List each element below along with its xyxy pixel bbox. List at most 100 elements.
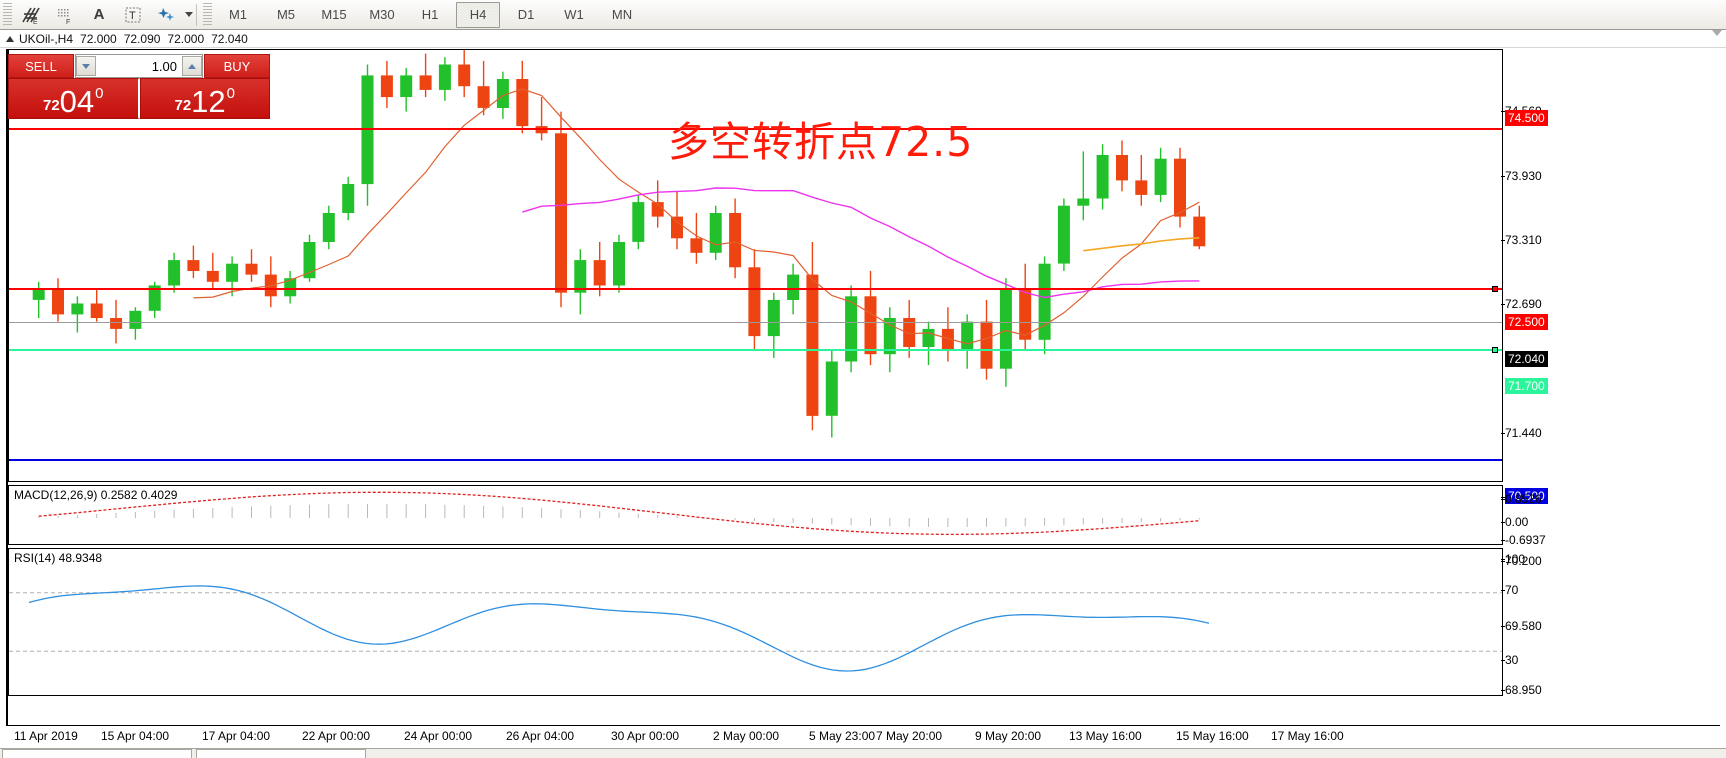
symbol-timeframe-label: UKOil-,H4	[19, 31, 74, 46]
time-label-10: 9 May 20:00	[975, 729, 1042, 743]
buy-price-main: 12	[191, 84, 226, 119]
ohlc-high: 72.090	[123, 31, 161, 46]
timeframe-mn[interactable]: MN	[611, 6, 633, 22]
grid-chart-icon[interactable]: F	[48, 2, 82, 28]
level-line-support-70-500[interactable]	[9, 459, 1502, 461]
time-label-6: 30 Apr 00:00	[611, 729, 680, 743]
sell-price-sup: 0	[95, 85, 104, 102]
ohlc-close: 72.040	[211, 31, 248, 46]
time-label-1: 15 Apr 04:00	[101, 729, 170, 743]
timeframe-h4[interactable]: H4	[456, 1, 500, 28]
level-line-resistance-72-500[interactable]	[9, 288, 1502, 290]
timeframe-m30[interactable]: M30	[369, 6, 395, 22]
timeframe-m5[interactable]: M5	[276, 6, 296, 22]
price-tag-70-500: 70.500	[1505, 488, 1548, 504]
price-tick-2: 73.310	[1501, 233, 1542, 247]
buy-price-prefix: 72	[174, 97, 192, 114]
time-label-8: 5 May 23:00	[809, 729, 876, 743]
sell-button[interactable]: SELL	[8, 54, 74, 78]
price-tag-72-040: 72.040	[1505, 351, 1548, 367]
main-toolbar: E F A T M1 M5 M15 M30 H1 H4 D1 W1	[0, 0, 1726, 30]
rsi-label: RSI(14) 48.9348	[14, 551, 103, 565]
time-label-4: 24 Apr 00:00	[404, 729, 473, 743]
chevron-down-icon	[82, 63, 90, 69]
time-scale[interactable]: 11 Apr 2019 15 Apr 04:00 17 Apr 04:00 22 Ap…	[6, 725, 1720, 749]
volume-input[interactable]: 1.00	[151, 58, 177, 74]
buy-price-sup: 0	[226, 85, 235, 102]
chart-frame: MACD(12,26,9) 0.2582 0.4029 RSI(14) 48.9…	[6, 49, 1720, 725]
time-label-13: 17 May 16:00	[1271, 729, 1344, 743]
time-label-5: 26 Apr 04:00	[506, 729, 575, 743]
buy-price-display[interactable]: 72 12 0	[139, 78, 270, 119]
sell-price-main: 04	[59, 84, 95, 119]
rsi-tick-2: 30	[1500, 653, 1519, 667]
price-tag-71-700: 71.700	[1505, 378, 1548, 394]
rsi-pane[interactable]: RSI(14) 48.9348	[8, 548, 1503, 696]
svg-text:T: T	[129, 10, 136, 22]
price-tag-72-500: 72.500	[1505, 314, 1548, 330]
volume-stepper[interactable]: 1.00	[75, 54, 203, 78]
time-label-9: 7 May 20:00	[876, 729, 943, 743]
volume-increase-button[interactable]	[182, 56, 202, 76]
level-line-support-71-700[interactable]	[9, 349, 1502, 351]
time-label-2: 17 Apr 04:00	[202, 729, 271, 743]
terminal-tabbar[interactable]	[0, 748, 1726, 758]
text-tool-icon[interactable]: A	[93, 6, 105, 23]
price-pane[interactable]	[8, 49, 1503, 482]
level-handle-support-71-700[interactable]	[1492, 347, 1498, 353]
level-line-resistance-74-500[interactable]	[9, 128, 1502, 130]
toolbar-divider	[196, 3, 197, 26]
collapse-triangle-icon[interactable]	[6, 35, 14, 42]
tab-2[interactable]	[196, 749, 366, 758]
objects-icon[interactable]	[150, 2, 184, 28]
time-label-12: 15 May 16:00	[1176, 729, 1249, 743]
timeframe-d1[interactable]: D1	[517, 6, 535, 22]
chart-annotation-text[interactable]: 多空转折点72.5	[668, 118, 974, 166]
timeframe-group: M1 M5 M15 M30 H1 H4 D1 W1 MN	[214, 1, 646, 28]
level-line-last-price-72-040[interactable]	[9, 322, 1502, 323]
svg-text:E: E	[33, 19, 38, 25]
rsi-plot	[9, 585, 1502, 672]
timeframe-m15[interactable]: M15	[321, 6, 347, 22]
rsi-tick-0: 100	[1500, 552, 1526, 566]
trade-prices-row: 72 04 0 72 12 0	[8, 78, 270, 119]
price-tick-8: 68.950	[1501, 683, 1542, 697]
buy-button[interactable]: BUY	[204, 54, 270, 78]
price-tick-6: 70.200	[1501, 554, 1542, 568]
ohlc-open: 72.000	[80, 31, 117, 46]
rsi-tick-1: 70	[1500, 583, 1519, 597]
ohlc-low: 72.000	[167, 31, 205, 46]
price-tick-4: 71.440	[1501, 426, 1542, 440]
volume-decrease-button[interactable]	[76, 56, 96, 76]
tab-1[interactable]	[2, 749, 192, 758]
candlestick-chart	[32, 50, 1206, 438]
objects-dropdown-caret[interactable]	[185, 12, 193, 17]
timeframe-w1[interactable]: W1	[564, 6, 584, 22]
sell-price-display[interactable]: 72 04 0	[8, 78, 140, 119]
timeframe-m1[interactable]: M1	[228, 6, 248, 22]
macd-label: MACD(12,26,9) 0.2582 0.4029	[14, 488, 178, 502]
price-scale[interactable]: 74.56073.93073.31072.69071.44070.82070.2…	[1500, 49, 1722, 725]
macd-plot	[38, 491, 1200, 536]
text-label-icon[interactable]: T	[116, 2, 150, 28]
price-tick-7: 69.580	[1501, 619, 1542, 633]
macd-tick-2: -0.6937	[1501, 533, 1546, 547]
time-label-3: 22 Apr 00:00	[302, 729, 371, 743]
level-handle-resistance-72-500[interactable]	[1492, 286, 1498, 292]
one-click-trading-panel[interactable]: SELL 1.00 BUY 72 04 0 72 12 0	[8, 54, 270, 119]
price-tick-3: 72.690	[1501, 297, 1542, 311]
toolbar-grip-2[interactable]	[203, 2, 212, 27]
macd-pane[interactable]: MACD(12,26,9) 0.2582 0.4029	[8, 485, 1503, 545]
time-label-0: 11 Apr 2019	[14, 729, 78, 743]
chevron-up-icon	[188, 63, 196, 69]
toolbar-grip-1[interactable]	[3, 2, 12, 27]
svg-text:F: F	[66, 19, 70, 25]
trade-controls-row: SELL 1.00 BUY	[8, 54, 270, 78]
time-label-11: 13 May 16:00	[1069, 729, 1142, 743]
timeframe-h1[interactable]: H1	[421, 6, 439, 22]
indicators-icon[interactable]: E	[14, 2, 48, 28]
time-label-7: 2 May 00:00	[713, 729, 780, 743]
macd-tick-0: 0.8526	[1501, 492, 1542, 506]
chart-scroll-marker-icon[interactable]	[1712, 30, 1722, 36]
